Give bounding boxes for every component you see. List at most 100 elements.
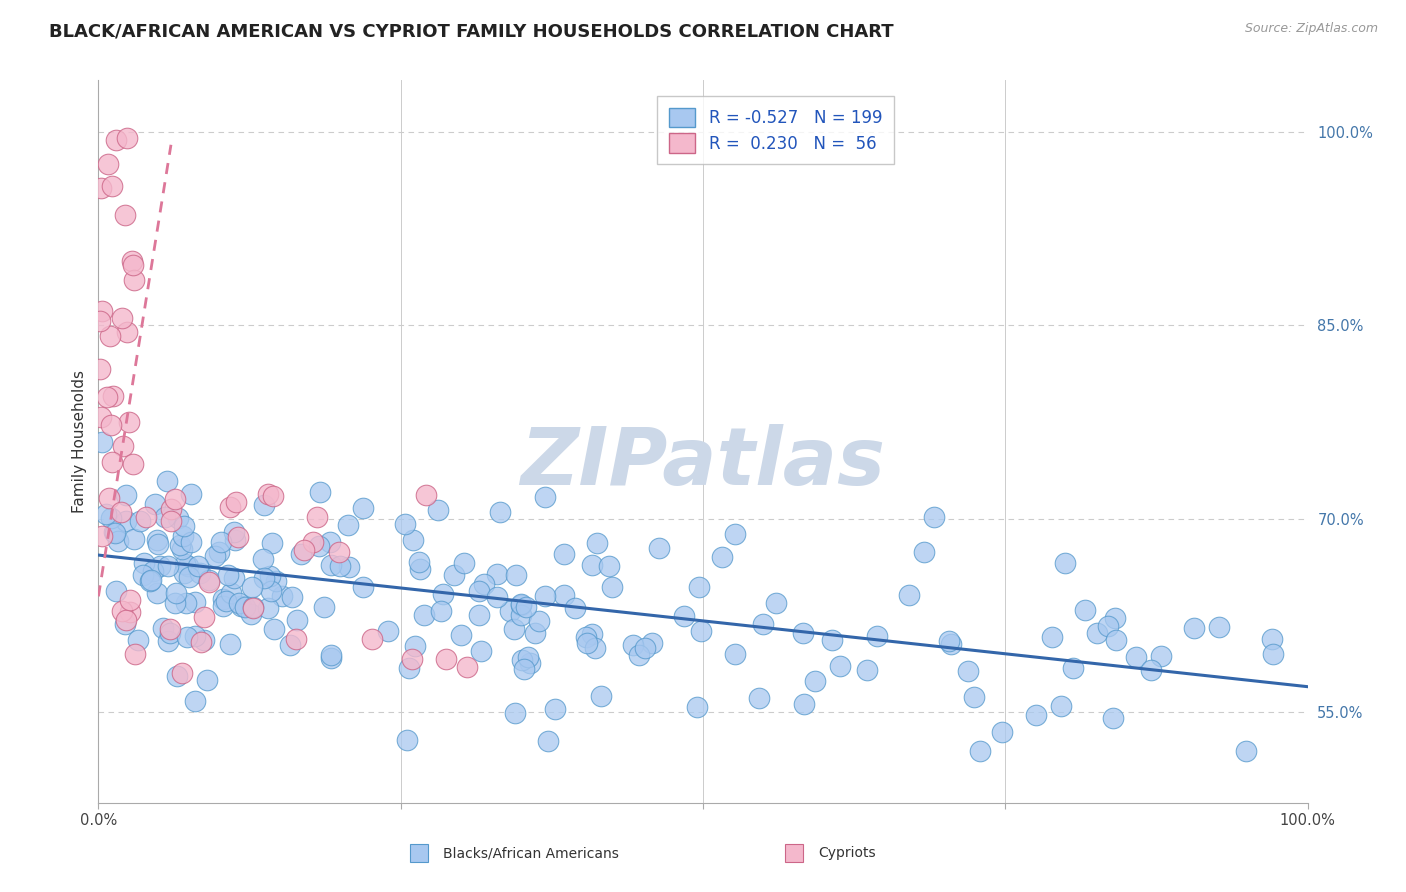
Point (193, 632, 215, 647)
Point (139, 574, 162, 588)
Point (574, 630, 596, 644)
Point (328, 544, 350, 558)
Point (188, 566, 211, 581)
Point (409, 562, 432, 576)
Point (1085, 626, 1108, 640)
Point (328, 559, 350, 574)
Point (1097, 619, 1119, 633)
Point (195, 673, 218, 687)
Point (450, 628, 472, 642)
Point (1140, 664, 1163, 678)
Point (408, 555, 430, 569)
Point (219, 500, 242, 514)
Point (1025, 708, 1047, 723)
Point (159, 622, 181, 636)
Point (621, 638, 644, 652)
Point (91, 434, 114, 449)
Point (434, 652, 457, 666)
Point (290, 547, 312, 561)
Point (242, 601, 264, 615)
Point (173, 566, 195, 580)
Point (157, 559, 180, 574)
Point (165, 596, 187, 610)
Point (1104, 611, 1126, 625)
Point (688, 580, 710, 594)
Point (426, 502, 449, 516)
Point (103, 525, 125, 540)
Y-axis label: Family Households: Family Households (72, 370, 87, 513)
Point (499, 604, 522, 618)
Point (938, 633, 960, 648)
Point (404, 640, 426, 654)
Point (305, 509, 328, 524)
Point (127, 632, 149, 647)
Point (264, 574, 287, 588)
Point (96, 508, 118, 522)
Point (146, 533, 169, 548)
Point (262, 489, 284, 503)
Point (468, 607, 491, 622)
Point (472, 577, 495, 591)
Point (533, 589, 555, 603)
Point (505, 567, 527, 582)
Point (686, 700, 709, 714)
Point (114, 613, 136, 627)
Point (319, 651, 342, 665)
Point (510, 653, 533, 667)
Point (519, 657, 541, 671)
Point (114, 208, 136, 222)
Point (146, 537, 169, 551)
Point (319, 648, 342, 662)
Point (509, 597, 531, 611)
Point (129, 514, 152, 528)
Text: Source: ZipAtlas.com: Source: ZipAtlas.com (1244, 22, 1378, 36)
Legend: R = -0.527   N = 199, R =  0.230   N =  56: R = -0.527 N = 199, R = 0.230 N = 56 (657, 95, 894, 164)
Point (690, 624, 713, 638)
Point (752, 616, 775, 631)
Point (233, 600, 256, 615)
Point (456, 660, 478, 674)
Point (1234, 744, 1257, 758)
Point (149, 559, 172, 574)
Point (122, 532, 145, 546)
Point (120, 593, 142, 607)
Point (174, 557, 197, 571)
Point (260, 535, 283, 549)
Point (793, 697, 815, 711)
Point (211, 599, 233, 613)
Point (673, 608, 696, 623)
Point (112, 439, 135, 453)
Point (215, 594, 238, 608)
Point (253, 498, 276, 512)
Point (104, 583, 127, 598)
Point (412, 608, 434, 623)
Point (217, 568, 239, 582)
Point (395, 732, 418, 747)
Point (543, 702, 565, 716)
Point (398, 661, 420, 675)
Point (641, 636, 664, 650)
Point (146, 586, 169, 600)
Point (271, 589, 294, 603)
Text: BLACK/AFRICAN AMERICAN VS CYPRIOT FAMILY HOUSEHOLDS CORRELATION CHART: BLACK/AFRICAN AMERICAN VS CYPRIOT FAMILY… (49, 22, 894, 40)
Point (184, 694, 207, 708)
Point (308, 484, 330, 499)
Point (509, 608, 531, 623)
Point (503, 706, 526, 720)
Point (1105, 632, 1128, 647)
Point (586, 536, 609, 550)
Point (166, 511, 188, 525)
Point (803, 674, 825, 689)
Point (198, 573, 221, 587)
Point (589, 690, 612, 704)
Point (263, 622, 285, 636)
Point (956, 664, 979, 678)
Text: ZIPatlas: ZIPatlas (520, 425, 886, 502)
Point (765, 596, 787, 610)
Point (724, 527, 747, 541)
Point (1261, 632, 1284, 646)
Point (122, 258, 145, 272)
Point (941, 637, 963, 651)
Point (581, 558, 603, 573)
Point (132, 568, 155, 582)
